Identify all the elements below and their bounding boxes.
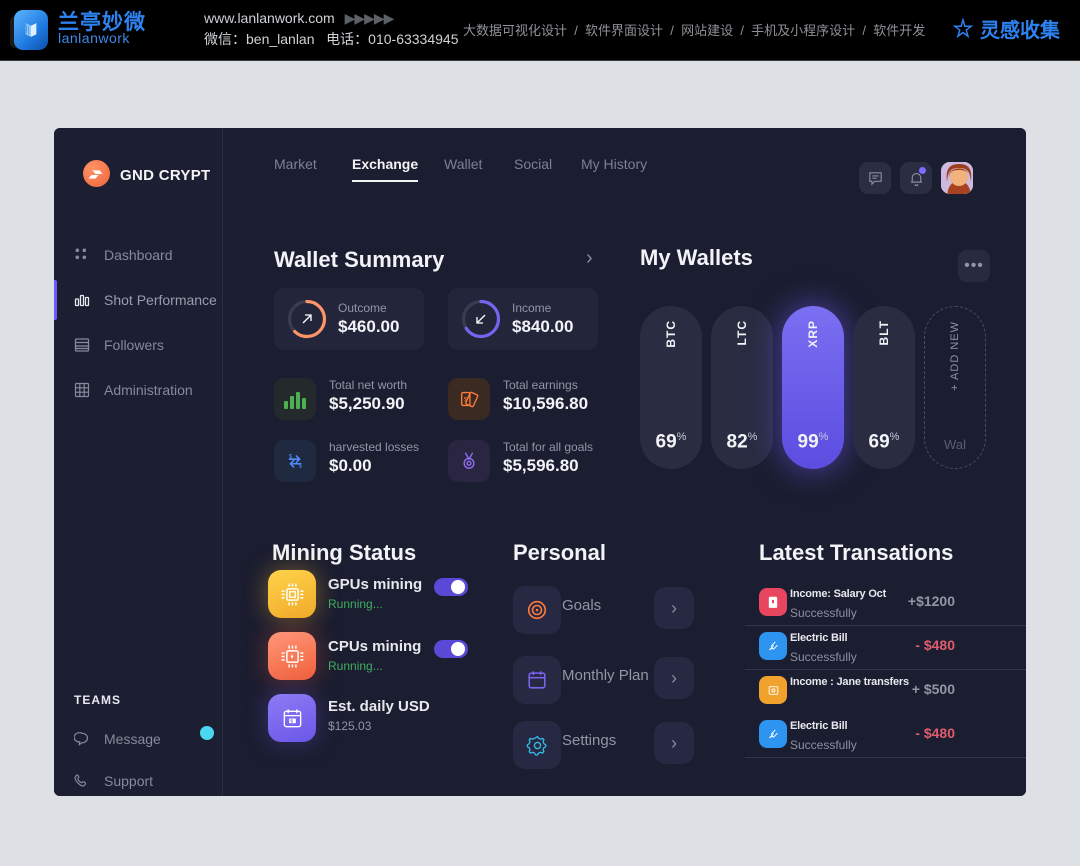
svg-text:5: 5: [290, 718, 293, 724]
svg-text:$: $: [464, 396, 468, 403]
svg-text:$: $: [298, 463, 302, 469]
